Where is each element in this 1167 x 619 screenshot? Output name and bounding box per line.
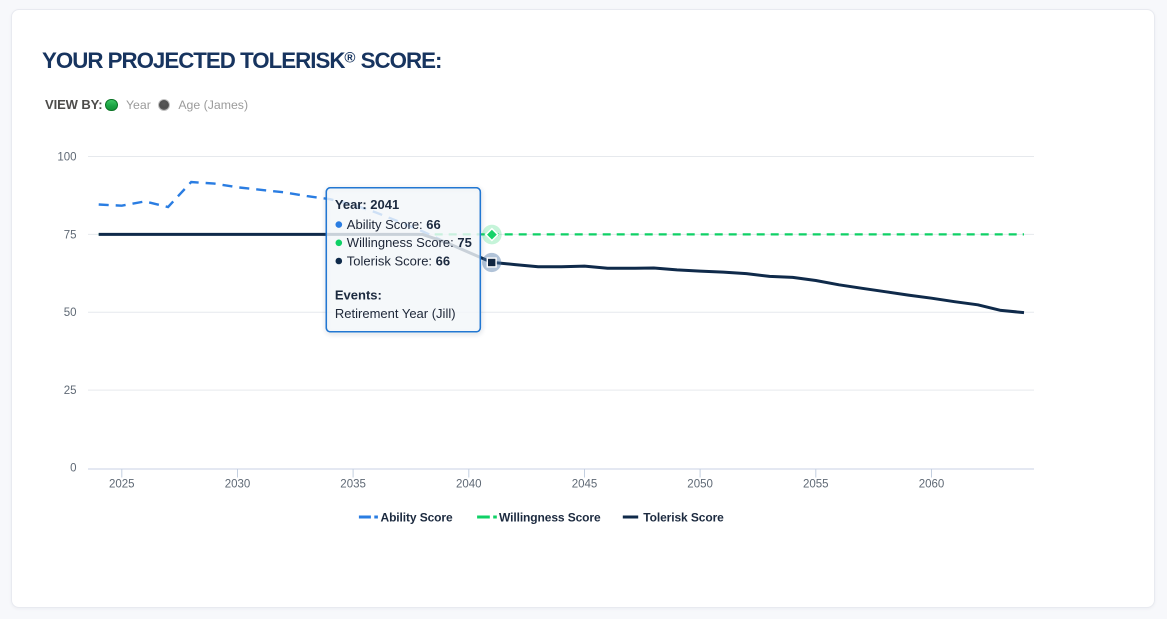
svg-text:Tolerisk Score: Tolerisk Score [643, 510, 724, 524]
svg-text:Ability Score: Ability Score [381, 510, 453, 524]
svg-text:25: 25 [64, 385, 77, 397]
svg-text:Events:: Events: [335, 288, 382, 303]
svg-text:Tolerisk Score: 66: Tolerisk Score: 66 [347, 253, 450, 268]
svg-text:Ability Score: 66: Ability Score: 66 [347, 217, 441, 232]
svg-text:2040: 2040 [456, 479, 482, 491]
svg-text:Year: 2041: Year: 2041 [335, 197, 399, 212]
svg-text:2055: 2055 [803, 479, 829, 491]
svg-text:50: 50 [64, 307, 77, 319]
svg-text:2045: 2045 [572, 479, 598, 491]
svg-text:2030: 2030 [225, 479, 251, 491]
svg-text:Retirement Year (Jill): Retirement Year (Jill) [335, 306, 456, 321]
svg-text:75: 75 [64, 229, 77, 241]
svg-text:2060: 2060 [919, 479, 945, 491]
svg-text:2050: 2050 [687, 479, 713, 491]
svg-text:2025: 2025 [109, 479, 135, 491]
svg-text:Willingness Score: Willingness Score [499, 510, 601, 524]
svg-text:100: 100 [57, 152, 76, 164]
svg-text:0: 0 [70, 463, 76, 475]
svg-text:Willingness Score: 75: Willingness Score: 75 [347, 235, 472, 250]
svg-text:2035: 2035 [340, 479, 366, 491]
